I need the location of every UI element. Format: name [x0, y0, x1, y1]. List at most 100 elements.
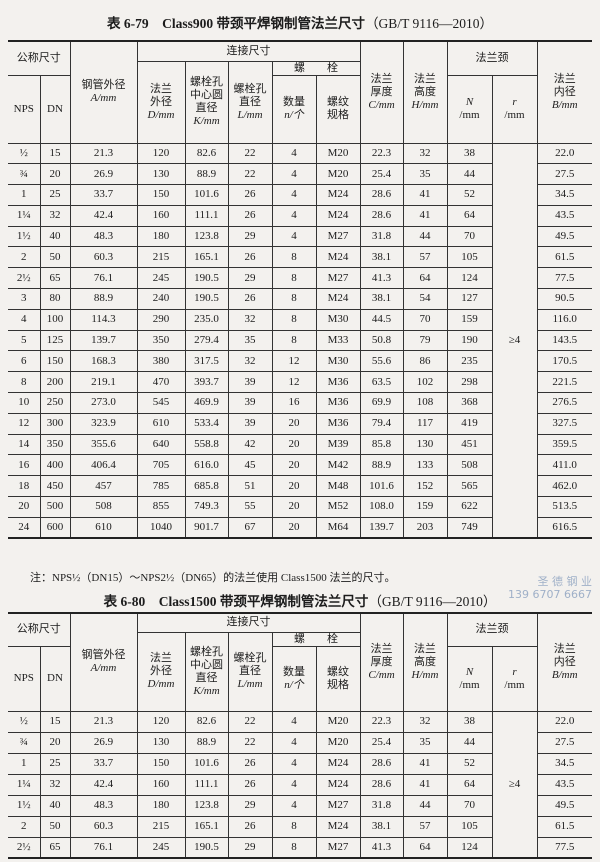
- table-cell: 55.6: [359, 350, 404, 373]
- table-cell: 108.0: [359, 496, 404, 518]
- table-cell: 5: [8, 329, 41, 352]
- header-qty: 数量 n/个: [271, 74, 317, 144]
- table-row: 1 25 33.7 150 101.6 26 4 M24 28.6 41 52 34.5: [8, 184, 592, 206]
- unit: L/mm: [237, 108, 263, 121]
- table-cell: 4: [271, 163, 317, 186]
- table-cell: 105: [446, 246, 493, 269]
- table-cell: 38.1: [359, 815, 404, 838]
- table-cell: 4: [8, 308, 41, 331]
- table-cell: 125: [39, 329, 71, 352]
- table-cell: 101.6: [184, 184, 229, 206]
- table-cell: 4: [271, 710, 317, 733]
- table-row: 14 350 355.6 640 558.8 42 20 M39 85.8 130 451 359.5: [8, 433, 592, 456]
- unit: H/mm: [411, 98, 439, 111]
- table-cell: 50: [39, 815, 71, 838]
- table-cell: 245: [136, 267, 186, 290]
- table-cell: 123.8: [184, 794, 229, 817]
- table-cell: 12: [271, 371, 317, 394]
- table-cell: 159: [402, 496, 448, 518]
- table-cell: M24: [315, 773, 361, 796]
- header-height: 法兰高度 H/mm: [402, 612, 448, 712]
- table-cell: 4: [271, 204, 317, 227]
- table-cell: 168.3: [69, 350, 138, 373]
- header-dn: DN: [39, 74, 71, 144]
- unit: D/mm: [147, 108, 175, 121]
- table-cell: 160: [136, 204, 186, 227]
- table-cell: M30: [315, 308, 361, 331]
- table-cell: 600: [39, 516, 71, 539]
- table-cell: 508: [446, 454, 493, 477]
- unit: B/mm: [551, 98, 578, 111]
- header-r: r/mm: [491, 645, 537, 712]
- table-cell: 276.5: [536, 392, 592, 414]
- table-row: 2½ 65 76.1 245 190.5 29 8 M27 41.3 64 124 77.5: [8, 836, 592, 859]
- header-thickness: 法兰厚度 C/mm: [359, 40, 404, 144]
- table-cell: M36: [315, 371, 361, 394]
- table-cell: 8: [8, 371, 41, 394]
- table-cell: 170.5: [536, 350, 592, 373]
- unit: /mm: [504, 678, 525, 691]
- table-cell: 4: [271, 731, 317, 754]
- header-bolt-hole: 螺栓孔直径 L/mm: [227, 631, 273, 712]
- table-cell: 4: [271, 794, 317, 817]
- table-cell: 50: [39, 246, 71, 269]
- table-cell: 105: [446, 815, 493, 838]
- table-cell: 469.9: [184, 392, 229, 414]
- table-row: 12 300 323.9 610 533.4 39 20 M36 79.4 117 419 327.5: [8, 412, 592, 435]
- table-cell: M24: [315, 288, 361, 310]
- table-cell: 359.5: [536, 433, 592, 456]
- table-cell: 240: [136, 288, 186, 310]
- table-cell: 558.8: [184, 433, 229, 456]
- table-cell: 32: [227, 350, 273, 373]
- table-cell: 901.7: [184, 516, 229, 539]
- table-cell: 16: [8, 454, 41, 477]
- table-row: ¾ 20 26.9 130 88.9 22 4 M20 25.4 35 44 27.5: [8, 163, 592, 186]
- table-cell: 26.9: [69, 163, 138, 186]
- table-cell: 41.3: [359, 267, 404, 290]
- table-cell: 20: [39, 163, 71, 186]
- table1-standard: （GB/T 9116—2010）: [365, 16, 493, 31]
- header-bore: 法兰内径 B/mm: [536, 40, 592, 144]
- table-cell: 545: [136, 392, 186, 414]
- label: 钢管外径: [81, 649, 126, 662]
- table-cell: 350: [39, 433, 71, 456]
- table-cell: 64: [446, 204, 493, 227]
- header-qty: 数量 n/个: [271, 645, 317, 712]
- table-row: 5 125 139.7 350 279.4 35 8 M33 50.8 79 190 143.5: [8, 329, 592, 352]
- table-cell: 29: [227, 267, 273, 290]
- table-row: 18 450 457 785 685.8 51 20 M48 101.6 152 565 462.0: [8, 475, 592, 498]
- header-neck: 法兰颈: [446, 612, 538, 647]
- table-cell: 111.1: [184, 773, 229, 796]
- unit: H/mm: [411, 668, 439, 681]
- label: 法兰高度: [414, 642, 436, 668]
- table-cell: 190.5: [184, 836, 229, 859]
- table-cell: 22.3: [359, 142, 404, 165]
- table-cell: 124: [446, 267, 493, 290]
- table-cell: 10: [8, 392, 41, 414]
- table-cell: M42: [315, 454, 361, 477]
- header-flange-od: 法兰外径 D/mm: [137, 631, 186, 712]
- table-cell: 65: [39, 267, 71, 290]
- table-cell: 12: [8, 412, 41, 435]
- table-cell: 70: [402, 308, 448, 331]
- label: 螺纹规格: [327, 665, 349, 691]
- table-cell: 565: [446, 475, 493, 498]
- table-cell: 32: [39, 204, 71, 227]
- table-cell: 245: [136, 836, 186, 859]
- table-cell: 32: [227, 308, 273, 331]
- table-cell: 49.5: [536, 225, 592, 248]
- label: 螺栓孔中心圆直径: [190, 645, 223, 684]
- table-cell: 1½: [8, 225, 41, 248]
- table-cell: M24: [315, 184, 361, 206]
- table-cell: M36: [315, 412, 361, 435]
- table-cell: M64: [315, 516, 361, 539]
- table1-title: 表 6-79 Class900 带颈平焊钢制管法兰尺寸（GB/T 9116—20…: [0, 12, 600, 32]
- table-cell: 80: [39, 288, 71, 310]
- table-cell: 45: [227, 454, 273, 477]
- table-cell: 1: [8, 184, 41, 206]
- table-cell: 22: [227, 710, 273, 733]
- header-bolt-hole: 螺栓孔直径 L/mm: [227, 60, 273, 144]
- table-cell: 640: [136, 433, 186, 456]
- header-height: 法兰高度 H/mm: [402, 40, 448, 144]
- table-cell: 22: [227, 142, 273, 165]
